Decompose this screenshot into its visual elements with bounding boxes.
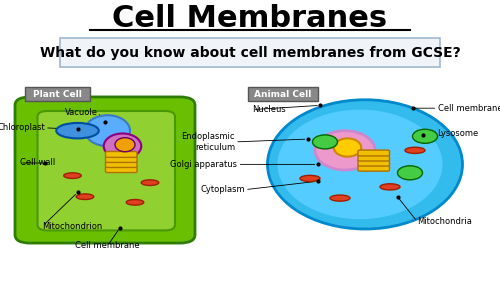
Ellipse shape (126, 200, 144, 205)
Text: Nucleus: Nucleus (252, 105, 286, 114)
Ellipse shape (405, 147, 425, 153)
Ellipse shape (104, 133, 142, 159)
Text: Chloroplast: Chloroplast (0, 123, 45, 132)
Ellipse shape (380, 184, 400, 190)
FancyBboxPatch shape (38, 111, 175, 230)
FancyBboxPatch shape (358, 165, 390, 171)
Ellipse shape (300, 175, 320, 182)
FancyBboxPatch shape (358, 160, 390, 166)
Ellipse shape (142, 180, 159, 185)
Text: Plant Cell: Plant Cell (33, 90, 82, 99)
Ellipse shape (64, 173, 81, 178)
Ellipse shape (115, 138, 135, 152)
FancyBboxPatch shape (358, 155, 390, 161)
FancyBboxPatch shape (358, 150, 390, 156)
Text: Cell membrane: Cell membrane (438, 104, 500, 113)
Text: Cytoplasm: Cytoplasm (200, 185, 245, 194)
FancyBboxPatch shape (106, 167, 137, 173)
Text: Cell Membranes: Cell Membranes (112, 4, 388, 33)
FancyBboxPatch shape (106, 162, 137, 167)
Text: Vacuole: Vacuole (64, 108, 98, 117)
Ellipse shape (278, 110, 442, 219)
FancyBboxPatch shape (248, 87, 318, 101)
Ellipse shape (315, 131, 375, 170)
Text: Cell membrane: Cell membrane (75, 241, 140, 250)
Circle shape (312, 135, 338, 149)
Ellipse shape (56, 123, 99, 138)
Text: Animal Cell: Animal Cell (254, 90, 311, 99)
Ellipse shape (334, 139, 361, 157)
Circle shape (412, 129, 438, 143)
Ellipse shape (330, 195, 350, 201)
Ellipse shape (268, 100, 462, 229)
Ellipse shape (85, 115, 130, 146)
FancyBboxPatch shape (15, 97, 195, 243)
Circle shape (398, 166, 422, 180)
Text: Mitochondrion: Mitochondrion (42, 222, 103, 231)
Text: Cell wall: Cell wall (20, 158, 55, 167)
FancyBboxPatch shape (25, 87, 90, 101)
Text: What do you know about cell membranes from GCSE?: What do you know about cell membranes fr… (40, 46, 461, 60)
Text: Golgi apparatus: Golgi apparatus (170, 160, 237, 169)
Text: Endoplasmic
reticulum: Endoplasmic reticulum (182, 132, 235, 152)
FancyBboxPatch shape (106, 151, 137, 157)
FancyBboxPatch shape (106, 157, 137, 162)
Text: Lysosome: Lysosome (438, 129, 479, 138)
Ellipse shape (76, 194, 94, 200)
Text: Mitochondria: Mitochondria (418, 217, 472, 226)
FancyBboxPatch shape (60, 38, 440, 67)
